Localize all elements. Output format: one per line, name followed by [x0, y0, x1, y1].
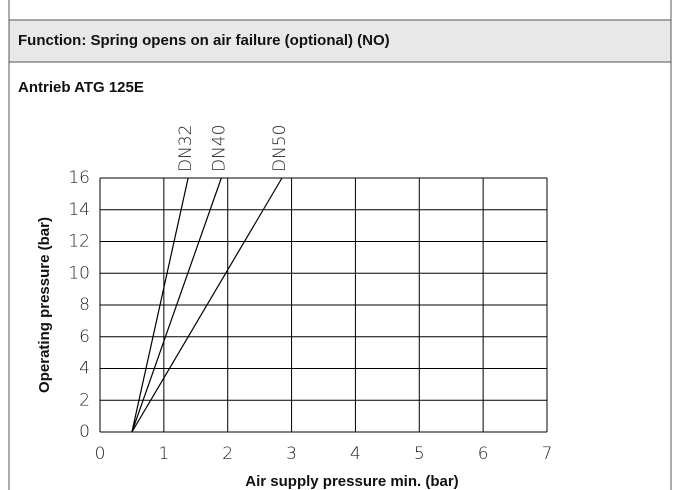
x-tick-label: 3	[286, 444, 297, 464]
x-tick-label: 6	[478, 444, 489, 464]
x-tick-label: 1	[158, 444, 169, 464]
x-tick-label: 2	[222, 444, 233, 464]
header-bar	[9, 20, 671, 62]
y-axis-label: Operating pressure (bar)	[36, 217, 53, 393]
y-tick-label: 4	[79, 359, 90, 379]
header-title: Function: Spring opens on air failure (o…	[18, 32, 390, 49]
y-tick-label: 16	[68, 168, 90, 188]
y-tick-label: 8	[79, 295, 90, 315]
x-tick-label: 5	[414, 444, 425, 464]
series-line	[131, 177, 189, 433]
y-tick-label: 2	[79, 390, 90, 410]
y-tick-label: 12	[68, 232, 90, 252]
y-tick-label: 14	[68, 200, 90, 220]
x-axis-label: Air supply pressure min. (bar)	[245, 473, 458, 490]
series-label: DN50	[270, 125, 290, 172]
x-tick-label: 4	[350, 444, 361, 464]
y-tick-label: 10	[68, 263, 90, 283]
series-line	[131, 177, 283, 433]
series-label: DN32	[176, 125, 196, 172]
chart-title: Antrieb ATG 125E	[18, 79, 144, 96]
y-tick-label: 6	[79, 327, 90, 347]
y-tick-label: 0	[79, 422, 90, 442]
x-tick-label: 0	[95, 444, 106, 464]
series-label: DN40	[209, 125, 229, 172]
series-line	[131, 177, 222, 433]
x-tick-label: 7	[542, 444, 553, 464]
